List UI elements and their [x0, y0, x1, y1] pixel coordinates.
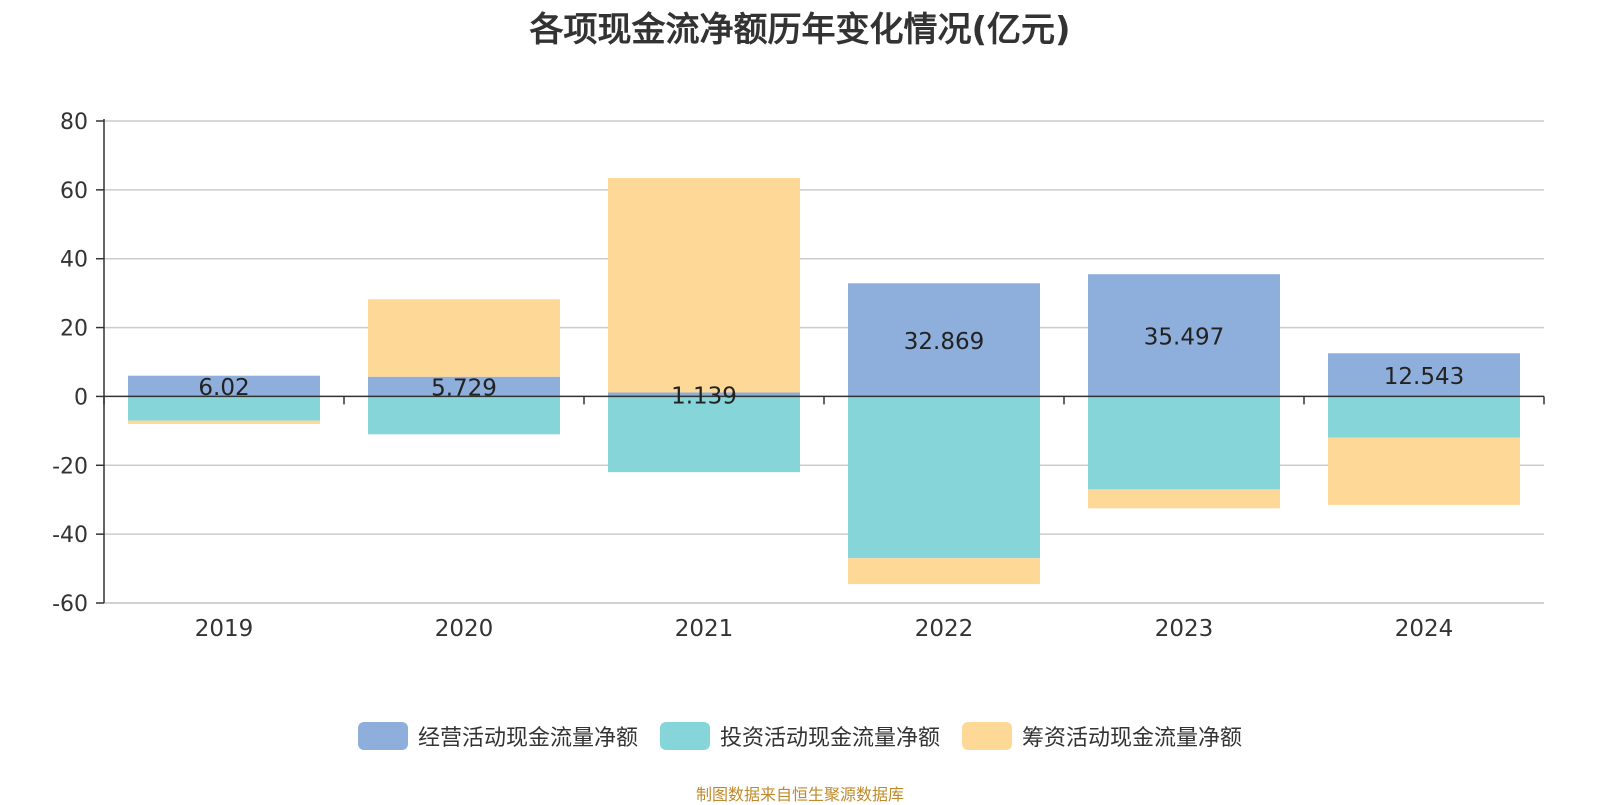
y-tick-label: 20 [60, 317, 88, 342]
x-tick-label: 2020 [435, 616, 494, 642]
bars [128, 178, 1520, 585]
bar-series0-2023 [1088, 274, 1280, 397]
y-tick-label: 60 [60, 179, 88, 204]
y-tick-label: 80 [60, 110, 88, 135]
data-label-2020: 5.729 [431, 376, 497, 402]
bar-series0-2019 [128, 375, 320, 397]
legend-swatch-investing [659, 722, 710, 750]
x-tick-label: 2019 [195, 616, 254, 642]
legend-label-operating: 经营活动现金流量净额 [417, 726, 638, 751]
bar-series1-2023 [1088, 396, 1280, 490]
bar-series0-2022 [848, 283, 1040, 397]
y-tick-label: 0 [74, 385, 88, 410]
data-label-2024: 12.543 [1384, 364, 1464, 390]
axes: 80 60 40 20 0 -20 -40 -60 2019 2020 2021 2022 2023 20… [52, 110, 1545, 642]
legend-item-financing[interactable]: 筹资活动现金流量净额 [962, 720, 1242, 752]
legend-label-investing: 投资活动现金流量净额 [719, 726, 940, 751]
bar-series0-2020 [368, 376, 560, 397]
legend-item-investing[interactable]: 投资活动现金流量净额 [659, 720, 940, 752]
legend-swatch-operating [357, 722, 408, 750]
legend: 经营活动现金流量净额 投资活动现金流量净额 筹资活动现金流量净额 [0, 720, 1600, 752]
data-labels: 6.02 5.729 1.139 32.869 35.497 12.543 [198, 324, 1464, 409]
legend-swatch-financing [962, 722, 1012, 750]
y-tick-label: 40 [60, 248, 88, 273]
bar-series2-2022 [848, 558, 1040, 585]
x-tick-label: 2021 [675, 616, 734, 642]
data-label-2023: 35.497 [1144, 324, 1224, 350]
data-label-2022: 32.869 [904, 329, 984, 355]
chart-title: 各项现金流净额历年变化情况(亿元) [529, 10, 1071, 50]
y-tick-label: -40 [52, 523, 88, 548]
bar-series0-2024 [1328, 353, 1520, 397]
source-note: 制图数据来自恒生聚源数据库 [695, 785, 904, 804]
bar-series2-2020 [368, 299, 560, 377]
bar-series1-2020 [368, 396, 560, 435]
bar-series2-2019 [128, 420, 320, 424]
data-label-2021: 1.139 [671, 383, 737, 409]
data-label-2019: 6.02 [198, 375, 249, 401]
bar-series2-2023 [1088, 489, 1280, 509]
bar-series1-2019 [128, 396, 320, 421]
legend-item-operating[interactable]: 经营活动现金流量净额 [357, 720, 638, 752]
bar-series1-2024 [1328, 396, 1520, 438]
grid-lines [104, 120, 1544, 604]
bar-series1-2022 [848, 396, 1040, 559]
x-tick-label: 2023 [1155, 616, 1214, 642]
legend-label-financing: 筹资活动现金流量净额 [1022, 726, 1243, 751]
bar-series1-2021 [608, 396, 800, 473]
bar-series2-2024 [1328, 437, 1520, 505]
x-tick-label: 2024 [1395, 616, 1454, 642]
x-tick-label: 2022 [915, 616, 974, 642]
y-tick-label: -60 [52, 592, 88, 617]
y-tick-label: -20 [52, 454, 88, 479]
bar-series2-2021 [608, 178, 800, 393]
bar-series0-2021 [608, 392, 800, 397]
